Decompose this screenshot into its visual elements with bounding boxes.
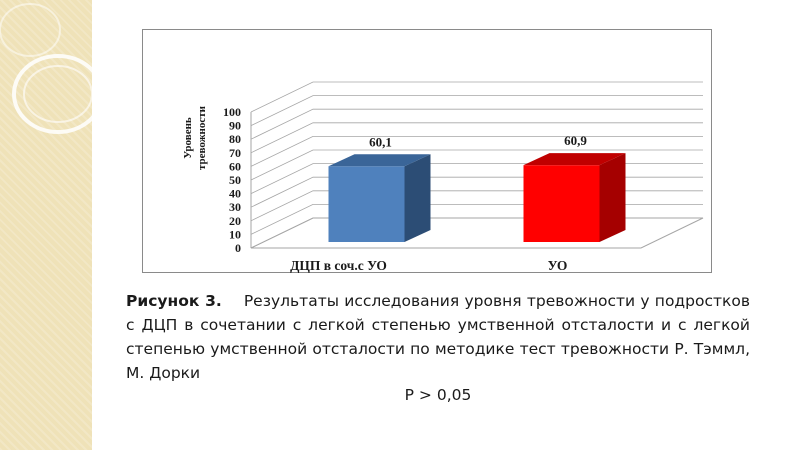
gridline — [250, 95, 703, 126]
gridline — [250, 149, 703, 181]
p-value-note: P > 0,05 — [404, 386, 472, 404]
gridline — [250, 122, 703, 154]
bar-side — [599, 153, 626, 242]
bar-front — [523, 165, 600, 242]
y-tick-label: 90 — [229, 119, 241, 133]
x-category-label: ДЦП в соч.с УО — [290, 258, 387, 273]
y-tick-label: 60 — [229, 159, 241, 173]
figure-caption: Рисунок 3. Результаты исследования уровня… — [126, 289, 750, 385]
chart-floor — [250, 217, 704, 249]
y-tick-label: 30 — [229, 200, 241, 214]
bar-front — [328, 166, 405, 242]
strip-divider — [92, 0, 96, 450]
bar-top — [328, 154, 431, 167]
y-axis-title-line: Уровень — [182, 117, 194, 159]
gridline — [250, 190, 703, 222]
figure-caption-label: Рисунок 3. — [126, 292, 222, 310]
figure-caption-text: Результаты исследования уровня тревожнос… — [126, 292, 750, 382]
x-category-label: УО — [548, 258, 568, 273]
y-tick-label: 20 — [229, 214, 241, 228]
y-axis-title-line: тревожности — [196, 105, 208, 170]
bar-value-label: 60,9 — [564, 133, 587, 148]
y-tick-label: 0 — [235, 241, 241, 255]
bar-top — [523, 153, 626, 166]
y-tick-label: 50 — [229, 173, 241, 187]
chart-frame: 0 10 20 30 40 50 60 70 80 90 100 Уровень тревожности… — [142, 29, 712, 273]
gridline — [250, 176, 703, 208]
bar-side — [404, 154, 431, 242]
bar-value-label: 60,1 — [369, 134, 392, 149]
gridline — [250, 136, 703, 167]
decorative-rings — [0, 3, 92, 134]
y-tick-label: 70 — [229, 146, 241, 160]
y-tick-label: 100 — [223, 105, 241, 119]
gridline — [250, 108, 703, 140]
y-tick-label: 40 — [229, 187, 241, 201]
y-tick-label: 80 — [229, 132, 241, 146]
y-tick-label: 10 — [229, 227, 241, 241]
decorative-side-strip — [0, 0, 92, 450]
gridline — [250, 163, 703, 194]
gridline — [250, 81, 703, 113]
